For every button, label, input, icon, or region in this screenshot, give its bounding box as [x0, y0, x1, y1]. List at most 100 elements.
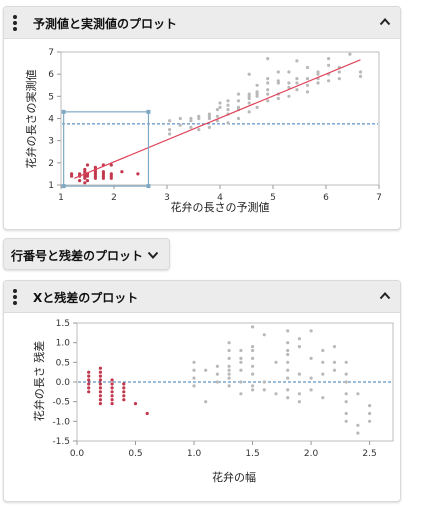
- data-point[interactable]: [215, 364, 219, 368]
- data-point[interactable]: [286, 396, 290, 400]
- data-point[interactable]: [305, 77, 310, 81]
- data-point[interactable]: [266, 88, 270, 92]
- selected-data-point[interactable]: [98, 402, 102, 406]
- data-point[interactable]: [236, 92, 241, 96]
- selected-data-point[interactable]: [87, 386, 91, 390]
- data-point[interactable]: [204, 400, 208, 404]
- selected-data-point[interactable]: [110, 398, 114, 402]
- data-point[interactable]: [207, 114, 211, 118]
- data-point[interactable]: [226, 99, 230, 103]
- data-point[interactable]: [358, 70, 363, 74]
- selected-data-point[interactable]: [98, 390, 102, 394]
- data-point[interactable]: [218, 105, 222, 109]
- selected-data-point[interactable]: [93, 174, 97, 178]
- data-point[interactable]: [207, 112, 211, 116]
- data-point[interactable]: [337, 77, 341, 81]
- data-point[interactable]: [204, 368, 208, 372]
- predicted-vs-actual-plot[interactable]: 1 2 3 4 5 6 7 1 2 3 4 5 6 7 花弁の長さの予測値 花弁の長さの実測値: [4, 39, 400, 229]
- data-point[interactable]: [226, 103, 230, 107]
- selected-data-point[interactable]: [78, 172, 82, 176]
- data-point[interactable]: [251, 372, 255, 376]
- selected-data-point[interactable]: [93, 170, 97, 174]
- selected-data-point[interactable]: [109, 174, 113, 178]
- data-point[interactable]: [255, 92, 259, 96]
- selected-data-point[interactable]: [85, 179, 90, 183]
- data-point[interactable]: [227, 376, 231, 380]
- kebab-menu-icon[interactable]: [13, 289, 17, 305]
- selected-data-point[interactable]: [122, 382, 126, 386]
- data-point[interactable]: [286, 348, 290, 353]
- selected-data-point[interactable]: [98, 378, 102, 382]
- selected-data-point[interactable]: [83, 167, 87, 172]
- data-point[interactable]: [227, 384, 231, 388]
- data-point[interactable]: [227, 348, 231, 353]
- data-point[interactable]: [189, 116, 193, 121]
- data-point[interactable]: [236, 116, 241, 121]
- data-point[interactable]: [327, 57, 331, 61]
- data-point[interactable]: [227, 368, 231, 372]
- selected-data-point[interactable]: [87, 390, 91, 394]
- data-point[interactable]: [255, 94, 259, 98]
- data-point[interactable]: [247, 101, 251, 105]
- data-point[interactable]: [247, 72, 251, 76]
- data-point[interactable]: [266, 92, 270, 96]
- selected-data-point[interactable]: [109, 172, 113, 176]
- selected-data-point[interactable]: [101, 170, 105, 174]
- data-point[interactable]: [207, 116, 211, 121]
- data-points[interactable]: [87, 325, 372, 435]
- data-point[interactable]: [239, 356, 243, 360]
- data-point[interactable]: [262, 380, 266, 384]
- data-point[interactable]: [295, 59, 299, 63]
- data-point[interactable]: [262, 333, 266, 337]
- data-point[interactable]: [327, 63, 331, 67]
- data-point[interactable]: [332, 360, 337, 364]
- selected-data-point[interactable]: [101, 174, 105, 178]
- data-point[interactable]: [255, 105, 259, 109]
- data-point[interactable]: [168, 119, 172, 123]
- selected-data-point[interactable]: [122, 390, 126, 394]
- selected-data-point[interactable]: [122, 386, 126, 390]
- selected-data-point[interactable]: [101, 172, 105, 176]
- resize-handle[interactable]: [146, 184, 151, 189]
- selected-data-point[interactable]: [70, 172, 74, 176]
- data-point[interactable]: [356, 431, 360, 435]
- selection-brush[interactable]: [61, 109, 151, 189]
- data-point[interactable]: [192, 384, 196, 388]
- data-point[interactable]: [192, 368, 196, 372]
- selected-data-point[interactable]: [110, 390, 114, 394]
- data-point[interactable]: [276, 96, 280, 101]
- data-point[interactable]: [344, 392, 348, 396]
- selected-data-point[interactable]: [120, 170, 124, 174]
- data-point[interactable]: [348, 52, 352, 56]
- data-point[interactable]: [239, 360, 243, 364]
- selected-data-point[interactable]: [87, 382, 91, 386]
- data-point[interactable]: [344, 419, 348, 423]
- selected-data-point[interactable]: [85, 163, 90, 167]
- data-point[interactable]: [305, 83, 310, 87]
- selected-data-point[interactable]: [110, 402, 114, 406]
- data-point[interactable]: [189, 125, 193, 129]
- data-point[interactable]: [286, 360, 290, 364]
- selected-data-point[interactable]: [87, 370, 91, 374]
- data-point[interactable]: [287, 70, 291, 74]
- data-point[interactable]: [247, 96, 251, 101]
- data-point[interactable]: [368, 404, 372, 408]
- data-point[interactable]: [305, 90, 310, 94]
- data-point[interactable]: [286, 329, 290, 333]
- data-point[interactable]: [197, 128, 201, 132]
- data-point[interactable]: [197, 116, 201, 121]
- data-point[interactable]: [309, 329, 313, 333]
- data-point[interactable]: [309, 388, 313, 392]
- data-point[interactable]: [215, 380, 219, 384]
- data-point[interactable]: [286, 352, 290, 357]
- data-point[interactable]: [239, 348, 243, 353]
- data-point[interactable]: [178, 123, 182, 127]
- data-point[interactable]: [344, 400, 348, 404]
- data-point[interactable]: [309, 356, 313, 360]
- selected-data-point[interactable]: [110, 382, 114, 386]
- selected-data-point[interactable]: [109, 176, 113, 180]
- selected-data-point[interactable]: [83, 181, 87, 185]
- selection-rectangle[interactable]: [63, 111, 150, 187]
- data-points[interactable]: [70, 52, 363, 185]
- data-point[interactable]: [239, 380, 243, 384]
